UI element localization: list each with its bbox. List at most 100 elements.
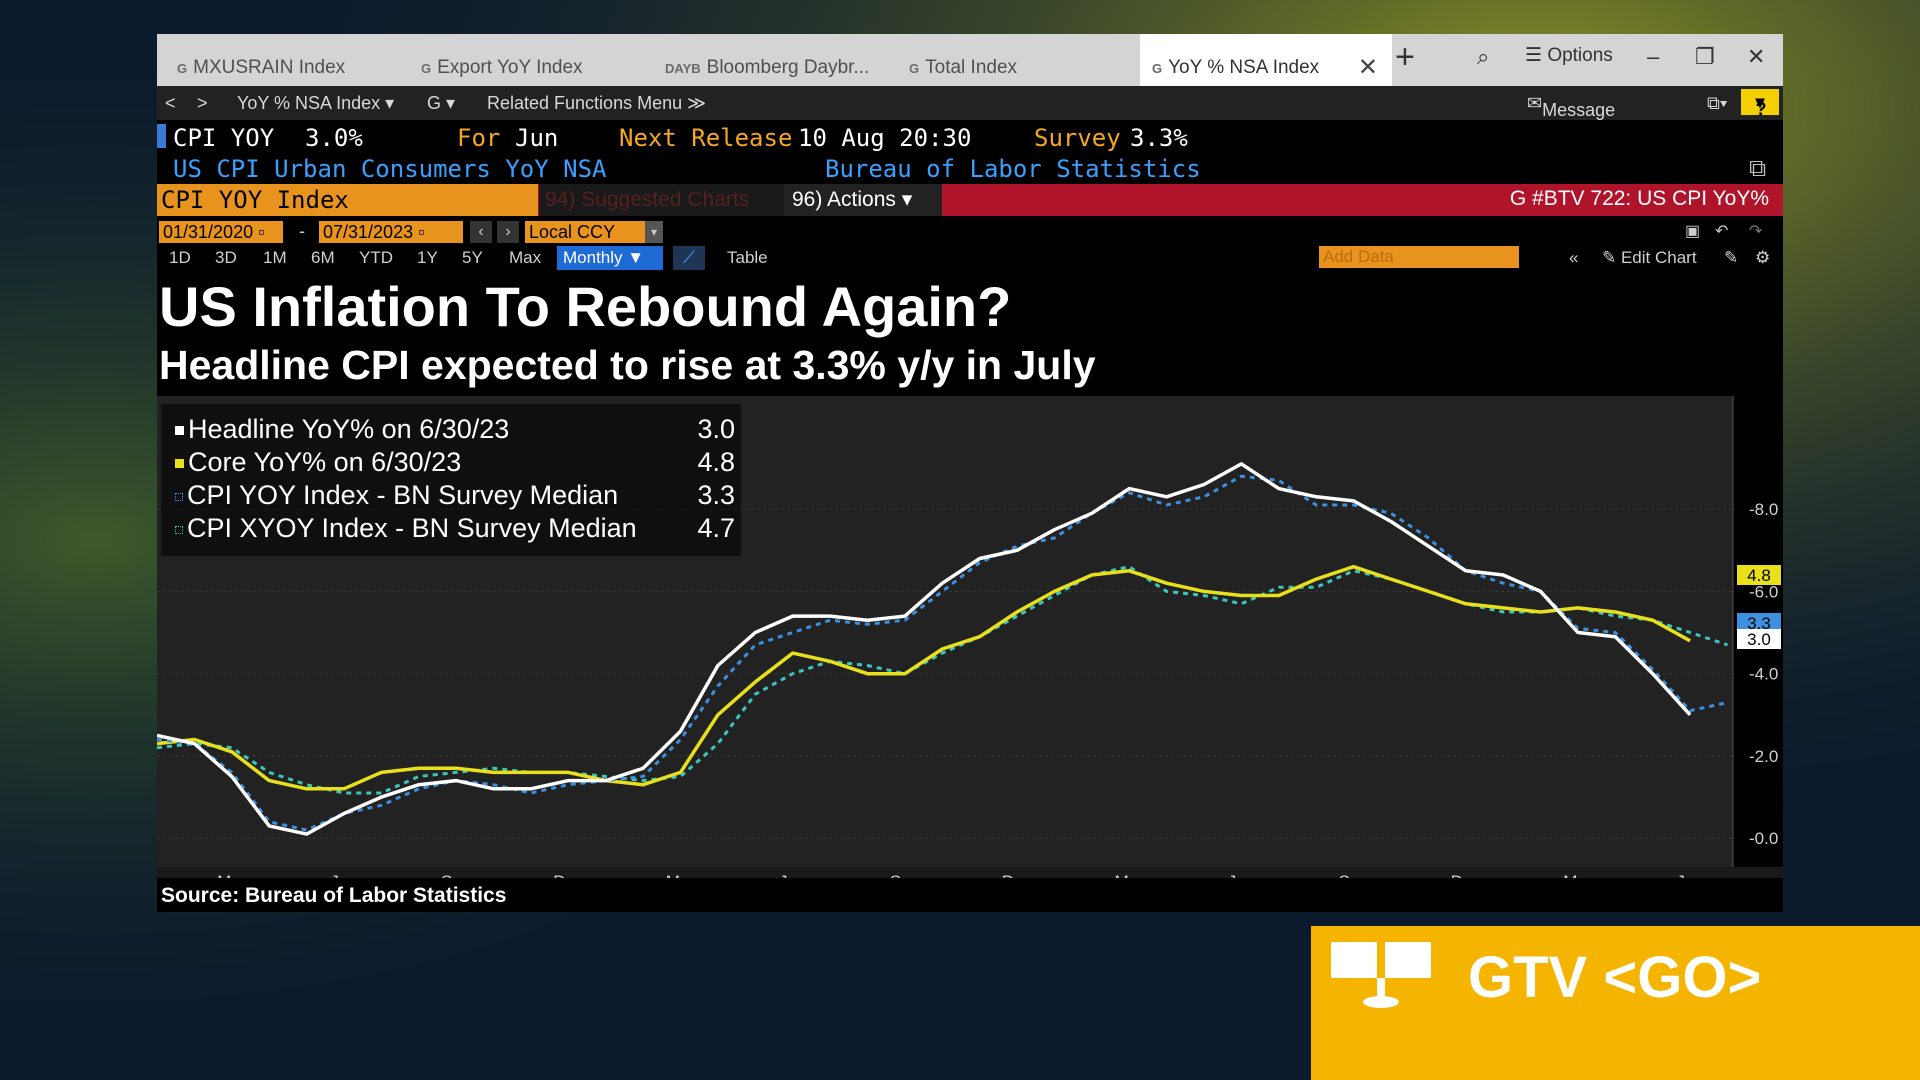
legend-item-cpi-survey[interactable]: CPI YOY Index - BN Survey Median 3.3 [175, 480, 735, 511]
collapse-icon[interactable]: « [1569, 248, 1579, 267]
g-menu-dropdown[interactable]: G ▾ [427, 93, 456, 113]
suggested-charts-button[interactable]: 94) Suggested Charts [539, 184, 787, 216]
period-1d[interactable]: 1D [169, 248, 191, 267]
next-release-value: 10 Aug 20:30 [798, 124, 972, 152]
last-value-label: 3.0 [1747, 630, 1771, 649]
tab-mxusrain[interactable]: G MXUSRAIN Index [177, 57, 346, 78]
period-1y[interactable]: 1Y [417, 248, 438, 267]
monitor-icon [1331, 942, 1431, 1008]
series-line-3 [157, 565, 1728, 795]
gtv-banner: GTV <GO> [1311, 926, 1920, 1080]
header-marker [157, 124, 166, 148]
edit-chart-button[interactable]: ✎ Edit Chart [1602, 248, 1697, 267]
chart-controls: 01/31/2020 ▫ - 07/31/2023 ▫ ‹ › Local CC… [157, 221, 1783, 271]
minimize-button[interactable]: – [1647, 44, 1660, 69]
gear-icon[interactable]: ⚙ [1755, 248, 1771, 267]
popout-icon[interactable]: ⧉ [1749, 154, 1767, 182]
forward-button[interactable]: > [197, 93, 208, 113]
y-tick-label: -6.0 [1749, 582, 1778, 601]
chart-subtitle: Headline CPI expected to rise at 3.3% y/… [159, 342, 1096, 388]
legend-item-core[interactable]: Core YoY% on 6/30/23 4.8 [175, 447, 735, 478]
x-tick-label: Sep [441, 872, 471, 878]
x-tick-label: Jun [1228, 872, 1255, 878]
tab-bloomberg-daybreak[interactable]: DAYB Bloomberg Daybr... [665, 57, 870, 78]
legend-swatch [175, 492, 183, 501]
x-tick-label: Sep [890, 872, 920, 878]
last-value-tag [1737, 565, 1781, 585]
x-tick-label: Dec [553, 872, 584, 878]
period-max[interactable]: Max [509, 248, 542, 267]
index-input[interactable]: CPI YOY Index [157, 184, 538, 216]
next-release-label: Next Release [619, 124, 793, 152]
close-window-button[interactable]: ✕ [1747, 44, 1766, 69]
new-tab-button[interactable]: + [1395, 38, 1415, 76]
related-functions-menu[interactable]: Related Functions Menu ≫ [487, 93, 706, 113]
x-axis-band [157, 867, 1783, 878]
legend-swatch [175, 426, 184, 436]
security-description-row: US CPI Urban Consumers YoY NSA Bureau of… [157, 152, 1783, 184]
last-value-label: 4.8 [1747, 566, 1771, 585]
legend-swatch [175, 459, 184, 469]
chart-legend: Headline YoY% on 6/30/23 3.0 Core YoY% on… [161, 404, 741, 556]
ticker-label: CPI YOY [173, 124, 275, 152]
x-tick-label: Mar [1115, 872, 1145, 878]
layout-icon[interactable]: ▣ [1685, 223, 1701, 240]
redo-icon[interactable]: ↷ [1749, 223, 1763, 240]
x-tick-label: Jun [1676, 872, 1703, 878]
edit-icon[interactable]: ✎ [1724, 248, 1739, 267]
period-6m[interactable]: 6M [311, 248, 335, 267]
x-tick-label: Dec [1002, 872, 1033, 878]
next-range-button[interactable]: › [497, 221, 519, 243]
tab-bar: G MXUSRAIN Index G Export YoY Index DAYB Bl… [157, 34, 1783, 86]
last-value-tag [1737, 613, 1781, 633]
back-button[interactable]: < [165, 93, 176, 113]
survey-label: Survey [1034, 124, 1121, 152]
x-tick-label: Mar [1563, 872, 1593, 878]
end-date-input[interactable]: 07/31/2023 ▫ [319, 221, 463, 243]
add-data-input[interactable]: Add Data [1319, 246, 1519, 268]
y-tick-label: -2.0 [1749, 747, 1778, 766]
series-line-1 [157, 564, 1691, 791]
restore-button[interactable]: ❐ [1695, 44, 1715, 69]
for-label: For [457, 124, 501, 152]
currency-chevron-icon[interactable]: ▾ [645, 221, 663, 243]
btv-label: G #BTV 722: US CPI YoY% [1509, 187, 1769, 210]
close-tab-icon[interactable]: ✕ [1357, 54, 1378, 81]
last-value-tag [1737, 629, 1781, 649]
period-1m[interactable]: 1M [263, 248, 287, 267]
x-tick-label: Sep [1338, 872, 1368, 878]
source-note: Source: Bureau of Labor Statistics [161, 884, 507, 907]
table-button[interactable]: Table [727, 248, 768, 267]
tab-total-index[interactable]: G Total Index [909, 57, 1018, 78]
undo-icon[interactable]: ↶ [1715, 223, 1729, 240]
options-button[interactable]: ☰ Options [1525, 45, 1613, 66]
tab-export-yoy[interactable]: G Export YoY Index [421, 57, 583, 78]
line-chart-icon[interactable]: ⟋ [673, 246, 705, 270]
message-button[interactable]: ✉ Message [1527, 93, 1616, 120]
legend-item-core-survey[interactable]: CPI XYOY Index - BN Survey Median 4.7 [175, 513, 735, 544]
period-5y[interactable]: 5Y [462, 248, 483, 267]
period-ytd[interactable]: YTD [359, 248, 393, 267]
legend-item-headline[interactable]: Headline YoY% on 6/30/23 3.0 [175, 414, 735, 445]
x-tick-label: Jun [779, 872, 806, 878]
data-source: Bureau of Labor Statistics [825, 155, 1201, 183]
nav-bar: < > YoY % NSA Index ▾ G ▾ Related Functi… [157, 86, 1783, 120]
prev-range-button[interactable]: ‹ [470, 221, 492, 243]
search-icon[interactable]: ⌕ [1477, 44, 1490, 69]
tab-yoy-nsa-index[interactable]: G YoY % NSA Index ✕ [1140, 34, 1392, 86]
actions-button[interactable]: 96) Actions ▾ [784, 184, 942, 216]
start-date-input[interactable]: 01/31/2020 ▫ [159, 221, 283, 243]
help-button[interactable]: ? ▾ [1741, 89, 1779, 119]
series-line-0 [157, 462, 1692, 836]
function-bar: CPI YOY Index 94) Suggested Charts 96) A… [157, 184, 1783, 216]
legend-swatch [175, 525, 183, 534]
currency-dropdown[interactable]: Local CCY [525, 221, 649, 243]
survey-value: 3.3% [1130, 124, 1188, 152]
share-icon[interactable]: ⧉▾ [1707, 93, 1728, 113]
x-tick-label: Mar [666, 872, 696, 878]
period-3d[interactable]: 3D [215, 248, 237, 267]
frequency-dropdown[interactable]: Monthly ▼ [557, 246, 663, 270]
security-dropdown[interactable]: YoY % NSA Index ▾ [237, 93, 395, 113]
y-tick-label: -4.0 [1749, 665, 1778, 684]
x-tick-label: Jun [330, 872, 357, 878]
